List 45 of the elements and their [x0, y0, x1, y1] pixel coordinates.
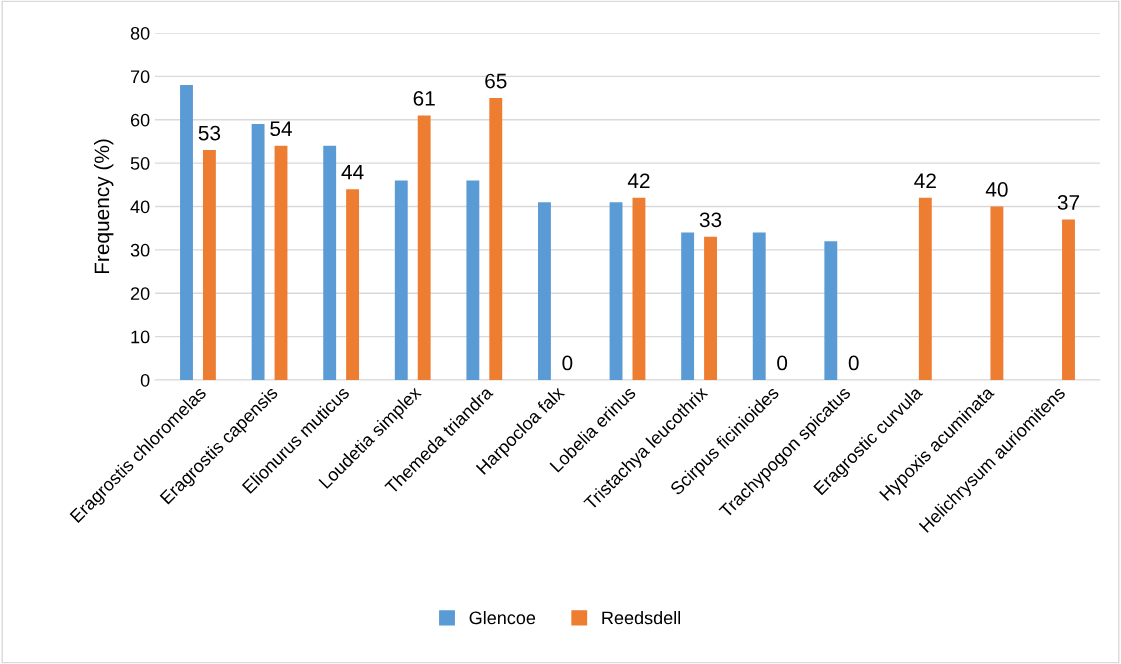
bar [918, 197, 932, 380]
data-label: 33 [699, 212, 722, 228]
data-label: 0 [848, 355, 859, 371]
bar [251, 124, 265, 380]
bar [466, 180, 480, 380]
data-label: 53 [198, 125, 221, 141]
bar [538, 202, 551, 380]
data-label: 40 [985, 182, 1008, 197]
legend-label: Reedsdell [602, 611, 681, 625]
data-label: 42 [627, 173, 650, 188]
y-tick-label: 80 [130, 26, 150, 40]
legend-label: Glencoe [469, 611, 536, 625]
bar [632, 197, 646, 380]
bar [346, 189, 360, 380]
y-tick-label: 40 [130, 200, 150, 214]
bar [202, 150, 216, 380]
y-tick-label: 60 [130, 113, 150, 127]
bar [323, 145, 337, 380]
data-label: 54 [270, 121, 292, 137]
bar [824, 241, 838, 380]
y-tick-label: 50 [130, 157, 150, 170]
bar [681, 232, 695, 380]
bar [609, 202, 623, 380]
data-label: 61 [413, 90, 435, 106]
data-label: 65 [485, 73, 507, 89]
data-label: 0 [562, 355, 573, 371]
y-tick-label: 0 [140, 373, 150, 387]
bar [1062, 219, 1075, 380]
bar [394, 180, 408, 380]
bar [990, 206, 1004, 380]
bar [274, 145, 288, 380]
bar [704, 236, 717, 380]
bar [180, 85, 193, 380]
data-label: 42 [914, 173, 936, 188]
data-label: 37 [1057, 195, 1080, 210]
bar [752, 232, 766, 380]
bar [417, 115, 431, 380]
y-tick-label: 70 [130, 70, 150, 84]
y-axis-title: Frequency (%) [93, 139, 114, 274]
y-tick-label: 10 [131, 330, 150, 344]
y-tick-label: 30 [130, 243, 150, 257]
data-label: 0 [777, 355, 788, 371]
bar [489, 98, 503, 380]
data-label: 44 [341, 164, 364, 180]
y-tick-label: 20 [130, 287, 150, 300]
